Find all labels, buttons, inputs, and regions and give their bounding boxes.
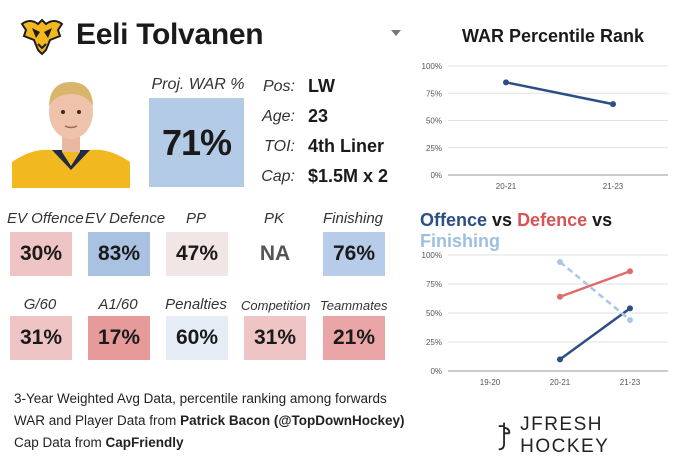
penalties-value: 60% [166,316,228,360]
series-line [559,260,631,321]
x-tick-label: 21-23 [620,378,641,387]
data-point [610,101,616,108]
chart2-title-part: Finishing [420,231,500,251]
pp-label: PP [185,210,206,227]
chart1-title: WAR Percentile Rank [462,26,645,46]
chart2-title-part: vs [487,210,518,230]
data-point [627,305,633,312]
brand-logo-icon [498,422,511,451]
y-tick-label: 0% [430,367,442,376]
a160-value: 17% [88,316,150,360]
footer-cap-source-name: CapFriendly [105,435,184,450]
pk-value: NA [244,232,306,276]
footer-note: 3-Year Weighted Avg Data, percentile ran… [14,391,387,406]
y-tick-label: 50% [426,309,442,318]
position-value: LW [308,76,335,96]
series-line [559,270,631,298]
y-tick-label: 100% [422,62,442,71]
y-tick-label: 75% [426,89,442,98]
y-tick-label: 100% [422,251,442,260]
finishing-value: 76% [323,232,385,276]
player-photo [12,70,130,188]
footer-war-source-prefix: WAR and Player Data from [14,413,181,428]
data-point [503,79,509,86]
g60-value: 31% [10,316,72,360]
chart2-title-part: Defence [517,210,588,230]
finishing-label: Finishing [322,210,384,227]
cap-value: $1.5M x 2 [308,166,389,186]
brand-name: JFRESH HOCKEY [520,414,610,457]
pp-value: 47% [166,232,228,276]
pk-label: PK [263,210,284,227]
war-percentile-chart: 0% 25% 50% 75% 100% 20-21 21-23 [422,62,668,191]
y-tick-label: 25% [426,144,442,153]
chart2-title: Offence vs Defence vs Finishing [420,210,680,252]
series-line [559,307,631,361]
teammates-label: Teammates [320,298,388,313]
y-tick-label: 0% [430,171,442,180]
footer-cap-source: Cap Data from CapFriendly [14,435,184,450]
x-tick-label: 19-20 [480,378,501,387]
toi-label: TOI: [264,138,295,155]
brand: JFRESH HOCKEY [496,414,680,458]
footer-war-source: WAR and Player Data from Patrick Bacon (… [14,413,405,428]
data-point [627,268,633,275]
team-logo [20,16,64,56]
x-tick-label: 20-21 [550,378,571,387]
x-tick-label: 20-21 [496,182,517,191]
age-label: Age: [262,108,295,125]
y-tick-label: 25% [426,338,442,347]
offence-defence-finishing-chart: 0% 25% 50% 75% 100% 19-20 20-21 21-23 [422,251,668,387]
g60-label: G/60 [23,296,57,313]
age-value: 23 [308,106,329,126]
chart2-title-part: Offence [420,210,488,230]
position-label: Pos: [262,78,295,95]
cap-label: Cap: [261,168,295,185]
series-line [505,81,614,106]
toi-value: 4th Liner [308,136,385,156]
footer-cap-source-prefix: Cap Data from [14,435,106,450]
ev-offence-label: EV Offence [7,210,84,227]
competition-value: 31% [244,316,306,360]
data-point [627,316,633,323]
footer-war-source-name: Patrick Bacon (@TopDownHockey) [180,413,405,428]
x-tick-label: 21-23 [603,182,624,191]
proj-war-label: Proj. WAR % [151,76,245,93]
penalties-label: Penalties [165,296,227,313]
ev-offence-value: 30% [10,232,72,276]
player-name: Eeli Tolvanen [76,18,264,51]
y-tick-label: 50% [426,117,442,126]
proj-war-value: 71% [149,98,244,187]
a160-label: A1/60 [98,296,138,313]
data-point [557,258,563,265]
ev-defence-value: 83% [88,232,150,276]
teammates-value: 21% [323,316,385,360]
chevron-down-icon[interactable] [391,30,401,36]
data-point [557,356,563,363]
competition-label: Competition [241,298,311,313]
ev-defence-label: EV Defence [85,210,166,227]
y-tick-label: 75% [426,280,442,289]
data-point [557,293,563,300]
chart2-title-part: vs [587,210,613,230]
